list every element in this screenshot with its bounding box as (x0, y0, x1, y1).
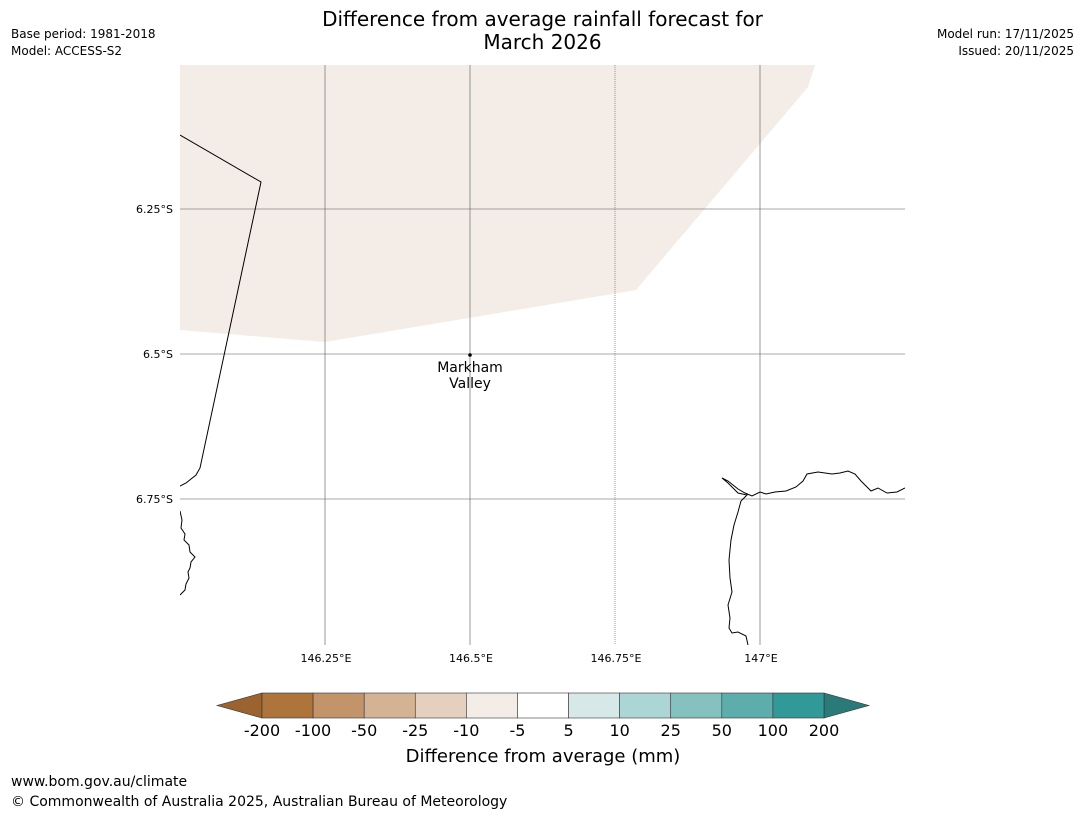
colorbar-bin (312, 692, 365, 719)
place-label-line2: Valley (449, 376, 491, 392)
model-info: Base period: 1981-2018 Model: ACCESS-S2 (11, 26, 156, 60)
colorbar-bin (772, 692, 825, 719)
colorbar-bin (619, 692, 672, 719)
colorbar-low-extension (215, 692, 263, 719)
lon-label-146-25: 146.25°E (301, 652, 352, 665)
colorbar-tick-label: -200 (244, 721, 280, 740)
colorbar-tick-label: 5 (563, 721, 573, 740)
lon-label-146-5: 146.5°E (449, 652, 493, 665)
colorbar-bin (466, 692, 518, 719)
bom-url[interactable]: www.bom.gov.au/climate (11, 774, 188, 790)
colorbar-tick-label: 50 (712, 721, 732, 740)
coastline-right (721, 470, 905, 645)
lat-label-6-25: 6.25°S (136, 203, 173, 216)
colorbar-bin (414, 692, 467, 719)
colorbar-bin (363, 692, 416, 719)
colorbar-tick-label: -25 (402, 721, 428, 740)
colorbar-tick-label: 200 (809, 721, 840, 740)
colorbar-tick-label: -50 (351, 721, 377, 740)
colorbar-bin (517, 692, 569, 719)
lon-label-146-75: 146.75°E (591, 652, 642, 665)
colorbar-tick-label: 25 (661, 721, 681, 740)
colorbar-bin (670, 692, 723, 719)
map-title-line2: March 2026 (483, 30, 602, 54)
boundary-line (180, 134, 262, 487)
model-run-date: Model run: 17/11/2025 (936, 27, 1074, 41)
colorbar-bin (568, 692, 620, 719)
lon-label-147: 147°E (744, 652, 777, 665)
colorbar-bin (721, 692, 774, 719)
colorbar-bin (261, 692, 314, 719)
colorbar-tick-label: 10 (609, 721, 629, 740)
coastline-left (180, 510, 196, 596)
lat-label-6-5: 6.5°S (143, 348, 173, 361)
rainfall-shade-region (180, 65, 815, 342)
markham-valley-marker (468, 353, 472, 357)
lat-label-6-75: 6.75°S (136, 493, 173, 506)
model-name: Model: ACCESS-S2 (11, 44, 123, 58)
colorbar-tick-label: -100 (295, 721, 331, 740)
copyright-notice: © Commonwealth of Australia 2025, Austra… (11, 794, 508, 810)
colorbar-tick-label: -5 (509, 721, 525, 740)
run-info: Model run: 17/11/2025 Issued: 20/11/2025 (937, 26, 1074, 60)
map-title-line1: Difference from average rainfall forecas… (322, 7, 763, 31)
issued-date: Issued: 20/11/2025 (958, 44, 1074, 58)
colorbar: -200 -100 -50 -25 -10 -5 5 10 25 50 100 200 (215, 692, 871, 740)
colorbar-title: Difference from average (mm) (406, 746, 681, 767)
base-period: Base period: 1981-2018 (11, 27, 156, 41)
colorbar-high-extension (823, 692, 871, 719)
place-label-line1: Markham (437, 360, 503, 376)
colorbar-tick-label: -10 (453, 721, 479, 740)
map-area (180, 65, 905, 645)
colorbar-tick-label: 100 (758, 721, 789, 740)
